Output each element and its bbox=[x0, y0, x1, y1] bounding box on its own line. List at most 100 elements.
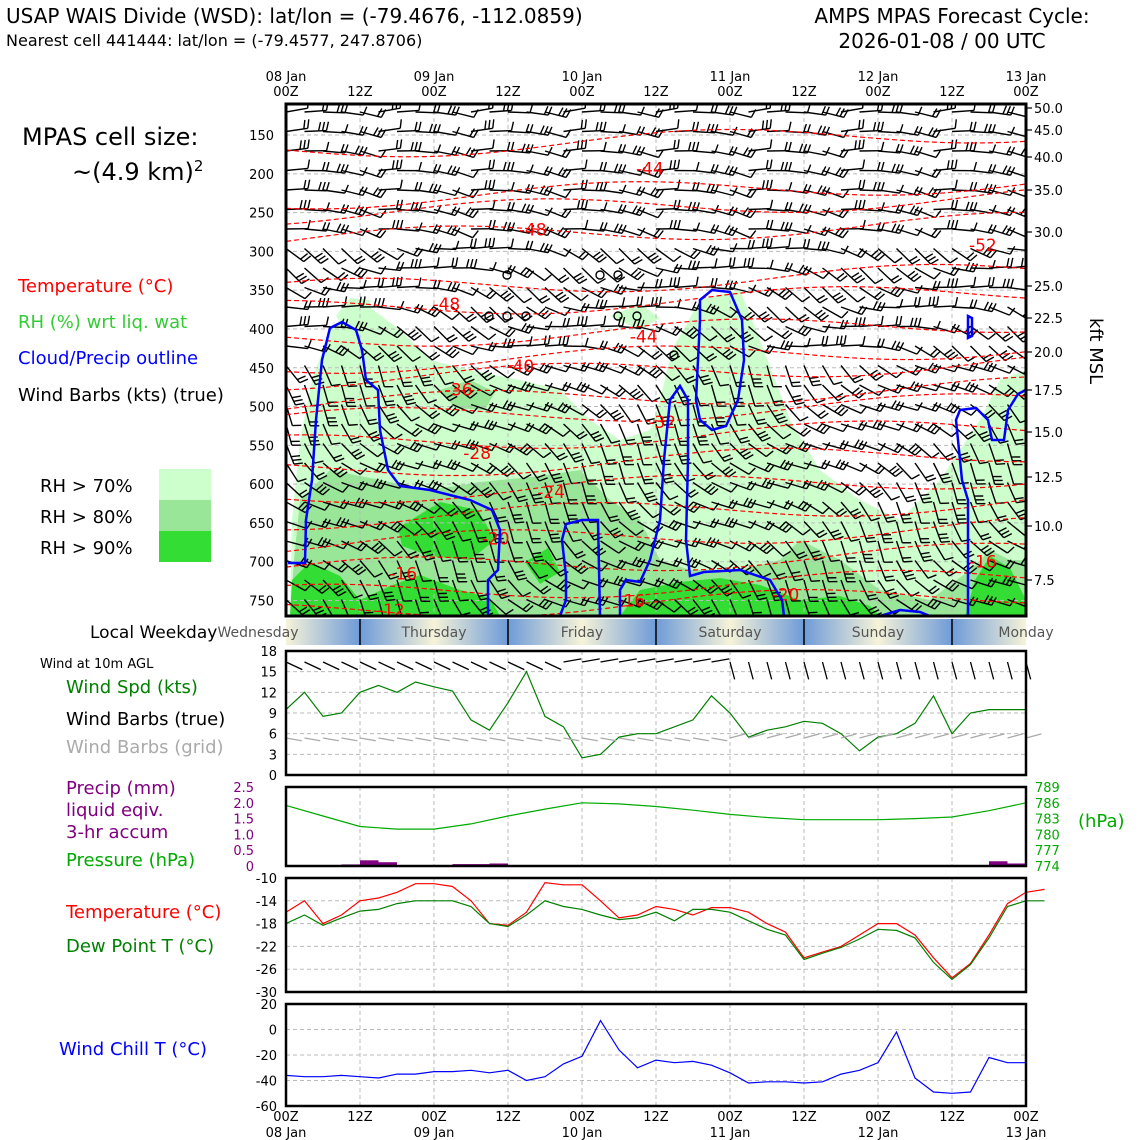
wind-barb bbox=[840, 159, 866, 172]
wind-barb bbox=[396, 423, 423, 437]
surface-grid-wind-barb bbox=[1025, 733, 1042, 739]
wind-barb bbox=[341, 145, 368, 156]
wind-barb bbox=[581, 267, 606, 284]
surface-wind-barb bbox=[341, 661, 359, 671]
altitude-tick-label: 10.0 bbox=[1034, 520, 1063, 535]
wind-barb bbox=[1025, 365, 1026, 367]
wind-barb bbox=[766, 365, 782, 388]
wind-barb bbox=[1007, 147, 1026, 158]
temperature-contour-label: -44 bbox=[630, 328, 658, 348]
wind-barb bbox=[544, 247, 572, 257]
wind-barb bbox=[932, 521, 951, 543]
pressure-legend: Pressure (hPa) bbox=[66, 850, 195, 871]
wind-barb bbox=[988, 521, 1013, 539]
wind-barb bbox=[822, 403, 849, 417]
wind-barb bbox=[414, 365, 434, 387]
wind-barb bbox=[396, 520, 423, 536]
pressure-tick-label: 650 bbox=[249, 517, 274, 532]
wind-barb bbox=[637, 108, 664, 119]
wind-barb bbox=[322, 404, 339, 427]
surface-wind-barb bbox=[840, 661, 847, 680]
wind-barb bbox=[784, 579, 801, 602]
wind-barb bbox=[1007, 228, 1026, 238]
wind-barb bbox=[452, 238, 478, 250]
surface-wind-barb bbox=[895, 661, 902, 680]
wind-barb bbox=[896, 317, 922, 328]
y-tick-label: -40 bbox=[256, 1075, 277, 1090]
wind-barb bbox=[340, 365, 358, 388]
wind-barb bbox=[600, 364, 627, 374]
wind-barb bbox=[377, 560, 400, 580]
wind-barb bbox=[526, 321, 553, 331]
weekday-name: Sunday bbox=[852, 625, 904, 641]
wind-barb bbox=[470, 560, 487, 583]
wind-barb bbox=[933, 560, 958, 577]
wind-barb bbox=[655, 501, 682, 516]
wind-barb bbox=[507, 422, 535, 433]
wind-barb bbox=[674, 345, 699, 363]
wind-barb bbox=[378, 423, 403, 440]
wind-barb bbox=[710, 443, 734, 462]
bottom-hour-label: 00Z bbox=[717, 1110, 743, 1125]
surface-grid-wind-barb bbox=[951, 733, 968, 739]
wind-barb bbox=[526, 287, 551, 304]
wind-barb bbox=[507, 501, 525, 524]
surface-grid-wind-barb bbox=[322, 737, 339, 742]
wind-barb bbox=[359, 277, 385, 289]
bottom-hour-label: 00Z bbox=[569, 1110, 595, 1125]
top-hour-label: 00Z bbox=[865, 85, 891, 100]
surface-wind-barb bbox=[452, 661, 470, 671]
wind-barb bbox=[784, 540, 808, 560]
wind-barb bbox=[914, 149, 942, 159]
wind-barb bbox=[359, 325, 387, 335]
surface-wind-barb bbox=[858, 661, 865, 680]
wind-barb bbox=[747, 404, 767, 426]
wind-barb bbox=[766, 237, 792, 250]
precip-tick-label: 0.5 bbox=[233, 844, 254, 859]
wind-barb bbox=[1025, 404, 1026, 407]
wind-barb bbox=[895, 521, 912, 544]
wind-barb bbox=[914, 345, 941, 359]
wind-barb bbox=[840, 267, 866, 284]
weekday-gradient bbox=[804, 619, 952, 645]
bottom-hour-label: 12Z bbox=[939, 1110, 965, 1125]
wind-barb bbox=[452, 258, 478, 269]
cell-size-title: MPAS cell size: bbox=[22, 123, 198, 151]
wind-barb bbox=[821, 521, 844, 541]
temperature-contour bbox=[286, 376, 1026, 410]
wind-barb bbox=[914, 521, 931, 544]
wind-barb bbox=[896, 345, 923, 355]
wind-barb bbox=[655, 119, 680, 133]
wind-barb bbox=[877, 124, 904, 134]
wind-barb bbox=[544, 317, 571, 328]
temperature-legend: Temperature (°C) bbox=[65, 902, 221, 923]
temperature-contour-label: -20 bbox=[482, 529, 510, 549]
temperature-contour bbox=[286, 356, 1026, 391]
surface-wind-barb bbox=[932, 661, 939, 680]
wind-barb bbox=[896, 126, 923, 136]
altitude-tick-label: 30.0 bbox=[1034, 226, 1063, 241]
top-hour-label: 00Z bbox=[717, 85, 743, 100]
y-tick-label: -30 bbox=[256, 986, 277, 1001]
wind-barb bbox=[821, 540, 840, 563]
wind-barb bbox=[729, 579, 752, 599]
wind-barb bbox=[378, 247, 405, 261]
wind-barb bbox=[785, 520, 811, 536]
temperature-contour-label: -36 bbox=[445, 380, 473, 400]
wind-barb bbox=[341, 462, 368, 476]
surface-grid-wind-barb bbox=[988, 733, 1005, 739]
ice-marker bbox=[613, 311, 623, 321]
wind-barb bbox=[433, 306, 460, 321]
wind-barb bbox=[600, 540, 627, 554]
wind-barb bbox=[933, 139, 958, 152]
wind-barb bbox=[914, 462, 937, 482]
wind-barb bbox=[452, 325, 477, 342]
precip-bar bbox=[1007, 863, 1026, 866]
wind-barb bbox=[951, 381, 979, 393]
wind-barb bbox=[359, 478, 387, 490]
wind-barb bbox=[378, 104, 402, 113]
wind-barb bbox=[396, 141, 422, 152]
wind-barb bbox=[803, 286, 828, 304]
temperature-contour-label: -16 bbox=[389, 564, 417, 584]
wind-barb bbox=[377, 404, 400, 424]
